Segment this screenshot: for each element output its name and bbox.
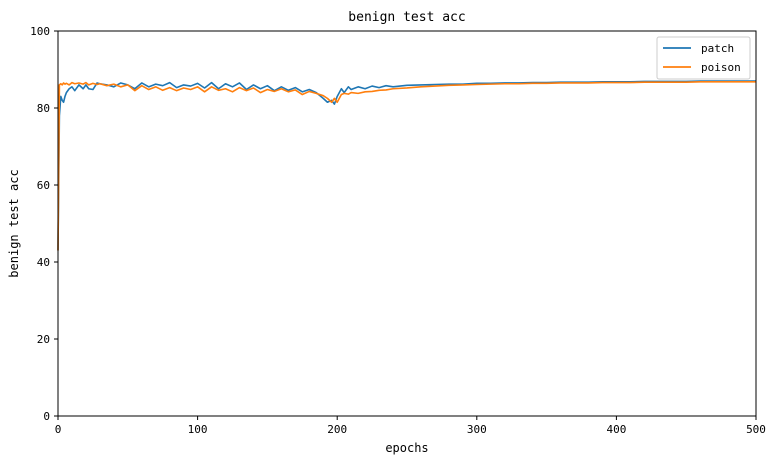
series-line-poison [57, 81, 756, 251]
y-tick-label: 100 [30, 25, 50, 38]
x-tick-label: 400 [606, 423, 626, 436]
y-tick-label: 0 [43, 410, 50, 423]
y-axis: 0 20 40 60 80 100 [30, 25, 58, 423]
x-tick-label: 500 [746, 423, 766, 436]
legend-label-poison: poison [701, 61, 741, 74]
x-tick-label: 300 [467, 423, 487, 436]
chart-title: benign test acc [348, 10, 465, 25]
x-axis: 0 100 200 300 400 500 [55, 416, 766, 436]
plot-area-frame [57, 30, 757, 417]
y-tick-label: 20 [37, 333, 50, 346]
x-tick-label: 0 [55, 423, 62, 436]
x-tick-label: 100 [188, 423, 208, 436]
x-tick-label: 200 [327, 423, 347, 436]
y-axis-label: benign test acc [7, 169, 21, 277]
series-line-patch [57, 80, 756, 251]
series-layer [57, 80, 756, 251]
legend: patch poison [656, 36, 751, 80]
y-tick-label: 40 [37, 256, 50, 269]
legend-label-patch: patch [701, 42, 734, 55]
x-axis-label: epochs [385, 441, 428, 455]
y-tick-label: 60 [37, 179, 50, 192]
y-tick-label: 80 [37, 102, 50, 115]
